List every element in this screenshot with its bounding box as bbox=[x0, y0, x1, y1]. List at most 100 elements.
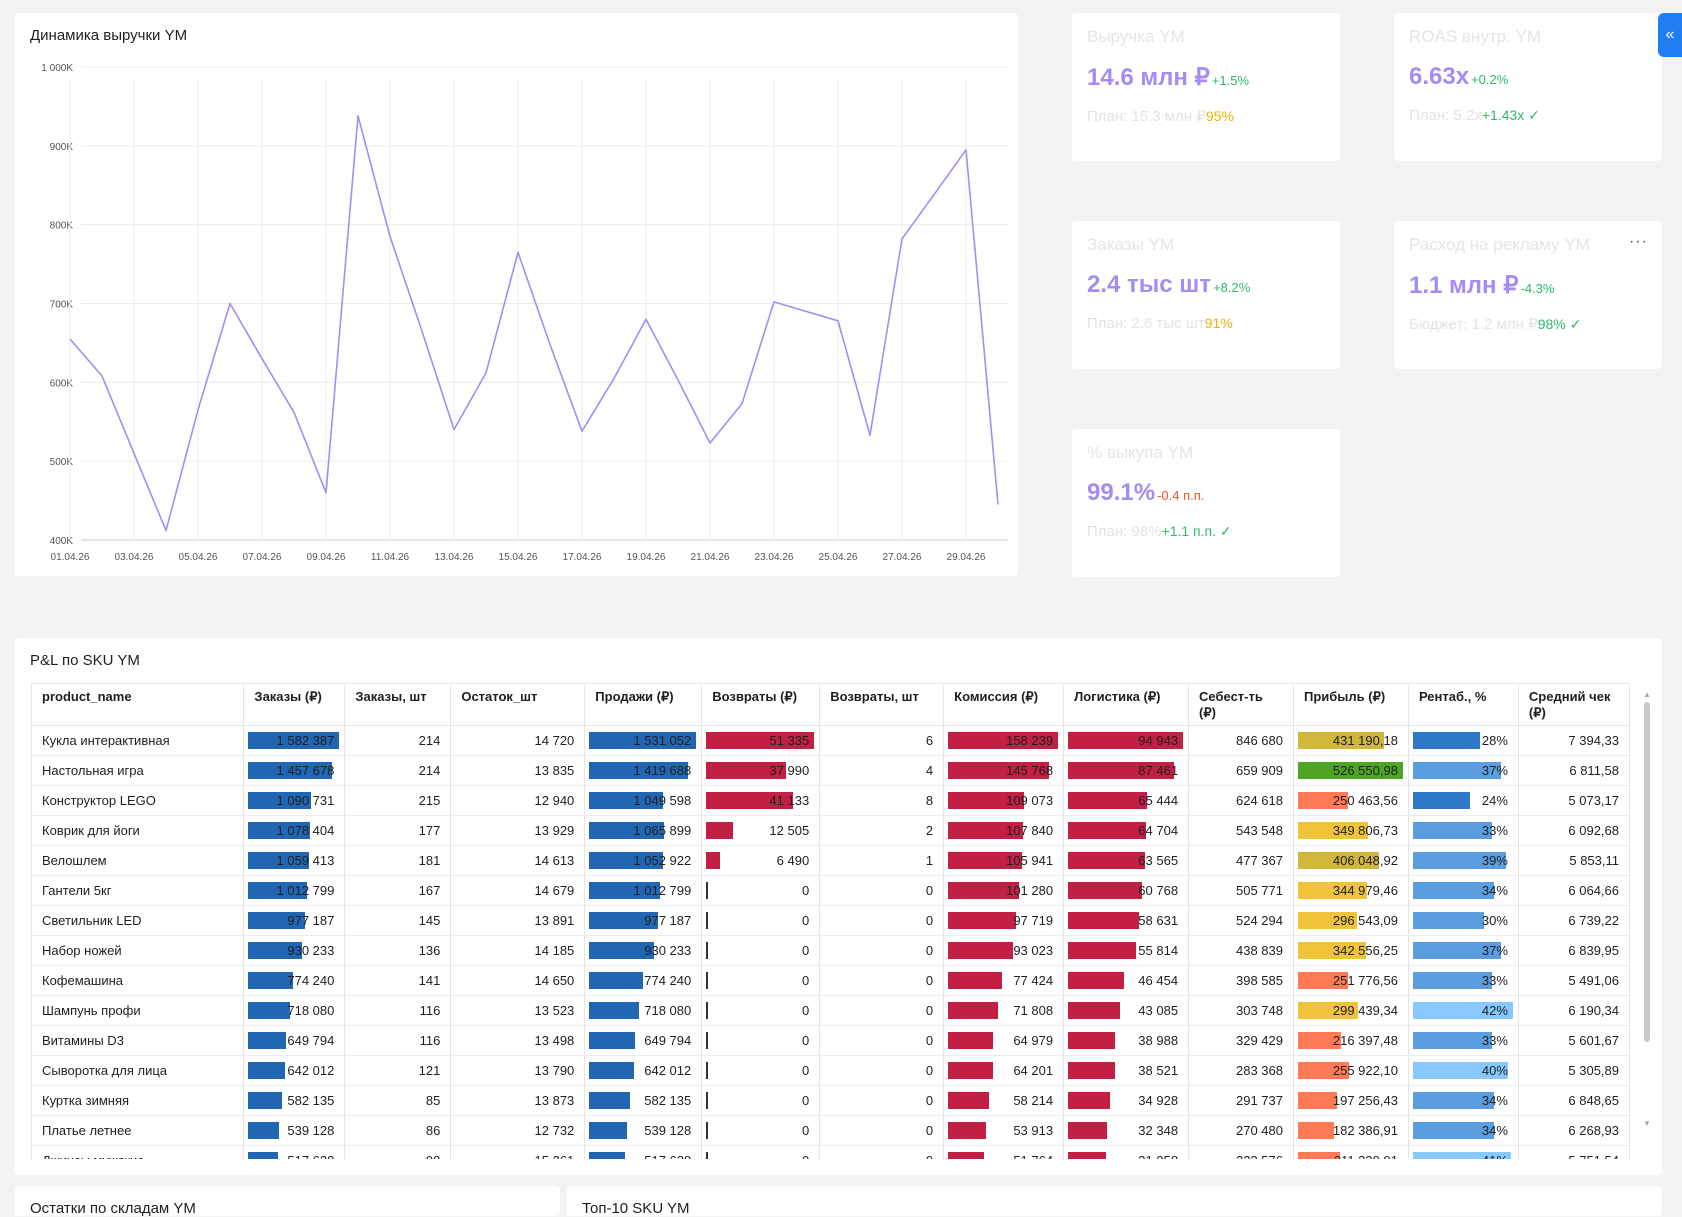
collapse-panel-button[interactable]: « bbox=[1658, 13, 1682, 57]
commission-value: 71 808 bbox=[1013, 1003, 1053, 1018]
commission-cell: 158 239 bbox=[944, 726, 1064, 756]
profit-value: 255 922,10 bbox=[1333, 1063, 1398, 1078]
product-name-cell: Светильник LED bbox=[32, 906, 244, 936]
column-header[interactable]: Средний чек (₽) bbox=[1518, 684, 1629, 726]
profit-cell: 342 556,25 bbox=[1294, 936, 1409, 966]
orders-rub-cell: 1 059 413 bbox=[244, 846, 345, 876]
orders-rub-bar bbox=[248, 1152, 278, 1159]
profit-value: 299 439,34 bbox=[1333, 1003, 1398, 1018]
logistics-value: 65 444 bbox=[1138, 793, 1178, 808]
commission-bar bbox=[948, 942, 1013, 959]
logistics-cell: 60 768 bbox=[1064, 876, 1189, 906]
profit-value: 250 463,56 bbox=[1333, 793, 1398, 808]
logistics-value: 87 461 bbox=[1138, 763, 1178, 778]
orders-qty-cell: 85 bbox=[345, 1086, 451, 1116]
sales-value: 1 065 899 bbox=[633, 823, 691, 838]
cost-cell: 270 480 bbox=[1189, 1116, 1294, 1146]
orders-rub-value: 517 638 bbox=[287, 1153, 334, 1159]
kpi-roas-card: ROAS внутр. YM 6.63x+0.2% План: 5.2x+1.4… bbox=[1394, 13, 1662, 161]
column-header[interactable]: Продажи (₽) bbox=[585, 684, 702, 726]
profit-value: 344 979,46 bbox=[1333, 883, 1398, 898]
returns-qty-cell: 0 bbox=[820, 1056, 944, 1086]
scrollbar-thumb[interactable] bbox=[1644, 702, 1650, 1042]
returns-rub-cell: 0 bbox=[702, 966, 820, 996]
avg-check-cell: 6 092,68 bbox=[1518, 816, 1629, 846]
orders-rub-value: 1 457 678 bbox=[277, 763, 335, 778]
kpi-orders-delta: +8.2% bbox=[1213, 280, 1250, 295]
table-scrollbar[interactable]: ▲ ▼ bbox=[1642, 690, 1652, 1128]
column-header[interactable]: Рентаб., % bbox=[1408, 684, 1518, 726]
logistics-value: 38 521 bbox=[1138, 1063, 1178, 1078]
orders-rub-bar bbox=[248, 1092, 281, 1109]
kpi-orders-card: Заказы YM 2.4 тыс шт+8.2% План: 2.6 тыс … bbox=[1072, 221, 1340, 369]
orders-qty-cell: 214 bbox=[345, 726, 451, 756]
commission-cell: 58 214 bbox=[944, 1086, 1064, 1116]
kpi-orders-plan: План: 2.6 тыс шт bbox=[1087, 315, 1205, 332]
kpi-ad-spend-plan-pct: 98% ✓ bbox=[1538, 316, 1582, 332]
column-header[interactable]: Возвраты (₽) bbox=[702, 684, 820, 726]
margin-value: 33% bbox=[1482, 823, 1508, 838]
column-header[interactable]: Заказы, шт bbox=[345, 684, 451, 726]
top-sku-card: Топ-10 SKU YM bbox=[567, 1186, 1662, 1216]
column-header[interactable]: product_name bbox=[32, 684, 244, 726]
commission-cell: 93 023 bbox=[944, 936, 1064, 966]
returns-rub-cell: 0 bbox=[702, 876, 820, 906]
profit-cell: 349 806,73 bbox=[1294, 816, 1409, 846]
profit-cell: 255 922,10 bbox=[1294, 1056, 1409, 1086]
pl-table-title: P&L по SKU YM bbox=[30, 652, 140, 669]
column-header[interactable]: Логистика (₽) bbox=[1064, 684, 1189, 726]
orders-rub-cell: 930 233 bbox=[244, 936, 345, 966]
orders-rub-cell: 1 078 404 bbox=[244, 816, 345, 846]
column-header[interactable]: Комиссия (₽) bbox=[944, 684, 1064, 726]
logistics-bar bbox=[1068, 1032, 1115, 1049]
profit-cell: 299 439,34 bbox=[1294, 996, 1409, 1026]
logistics-bar bbox=[1068, 912, 1139, 929]
column-header[interactable]: Возвраты, шт bbox=[820, 684, 944, 726]
x-tick-label: 21.04.26 bbox=[691, 552, 730, 563]
avg-check-cell: 7 394,33 bbox=[1518, 726, 1629, 756]
x-tick-label: 05.04.26 bbox=[179, 552, 218, 563]
margin-cell: 37% bbox=[1408, 756, 1518, 786]
avg-check-cell: 5 491,06 bbox=[1518, 966, 1629, 996]
stock-cell: 12 732 bbox=[451, 1116, 585, 1146]
commission-value: 58 214 bbox=[1013, 1093, 1053, 1108]
more-menu-icon[interactable]: ··· bbox=[1629, 233, 1648, 251]
returns-qty-cell: 0 bbox=[820, 1026, 944, 1056]
commission-bar bbox=[948, 1062, 993, 1079]
logistics-cell: 38 988 bbox=[1064, 1026, 1189, 1056]
column-header[interactable]: Остаток_шт bbox=[451, 684, 585, 726]
column-header[interactable]: Себест-ть (₽) bbox=[1189, 684, 1294, 726]
sales-cell: 539 128 bbox=[585, 1116, 702, 1146]
column-header[interactable]: Заказы (₽) bbox=[244, 684, 345, 726]
logistics-cell: 65 444 bbox=[1064, 786, 1189, 816]
sales-bar bbox=[589, 1002, 639, 1019]
table-row[interactable]: Джинсы мужские517 6389015 261517 6380051… bbox=[32, 1146, 1630, 1160]
returns-qty-cell: 0 bbox=[820, 996, 944, 1026]
column-header[interactable]: Прибыль (₽) bbox=[1294, 684, 1409, 726]
cost-cell: 303 748 bbox=[1189, 996, 1294, 1026]
returns-qty-cell: 2 bbox=[820, 816, 944, 846]
margin-value: 34% bbox=[1482, 1093, 1508, 1108]
returns-rub-bar bbox=[706, 972, 708, 989]
orders-rub-value: 1 012 799 bbox=[277, 883, 335, 898]
logistics-value: 32 348 bbox=[1138, 1123, 1178, 1138]
orders-qty-cell: 181 bbox=[345, 846, 451, 876]
logistics-cell: 94 943 bbox=[1064, 726, 1189, 756]
logistics-value: 43 085 bbox=[1138, 1003, 1178, 1018]
